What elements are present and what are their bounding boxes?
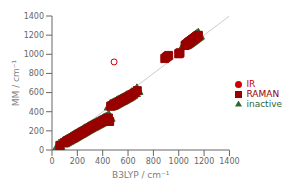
svg-text:1000: 1000 (24, 50, 44, 59)
html-text:RAMAN: RAMAN (246, 89, 280, 99)
svg-text:MM / cm⁻¹: MM / cm⁻¹ (11, 59, 21, 106)
svg-text:600: 600 (29, 88, 44, 97)
html-text:IR: IR (246, 79, 256, 89)
svg-text:1200: 1200 (194, 157, 214, 166)
svg-text:800: 800 (29, 69, 44, 78)
svg-text:600: 600 (120, 157, 135, 166)
svg-text:1000: 1000 (169, 157, 189, 166)
svg-text:400: 400 (29, 108, 44, 117)
html-text:inactive: inactive (246, 99, 282, 109)
svg-text:400: 400 (95, 157, 110, 166)
svg-text:200: 200 (29, 127, 44, 136)
svg-text:1400: 1400 (219, 157, 239, 166)
svg-text:B3LYP / cm⁻¹: B3LYP / cm⁻¹ (112, 170, 170, 180)
svg-text:200: 200 (70, 157, 85, 166)
svg-text:0: 0 (49, 157, 54, 166)
svg-text:0: 0 (39, 146, 44, 155)
svg-text:1400: 1400 (24, 12, 44, 21)
svg-text:1200: 1200 (24, 31, 44, 40)
svg-text:800: 800 (146, 157, 161, 166)
